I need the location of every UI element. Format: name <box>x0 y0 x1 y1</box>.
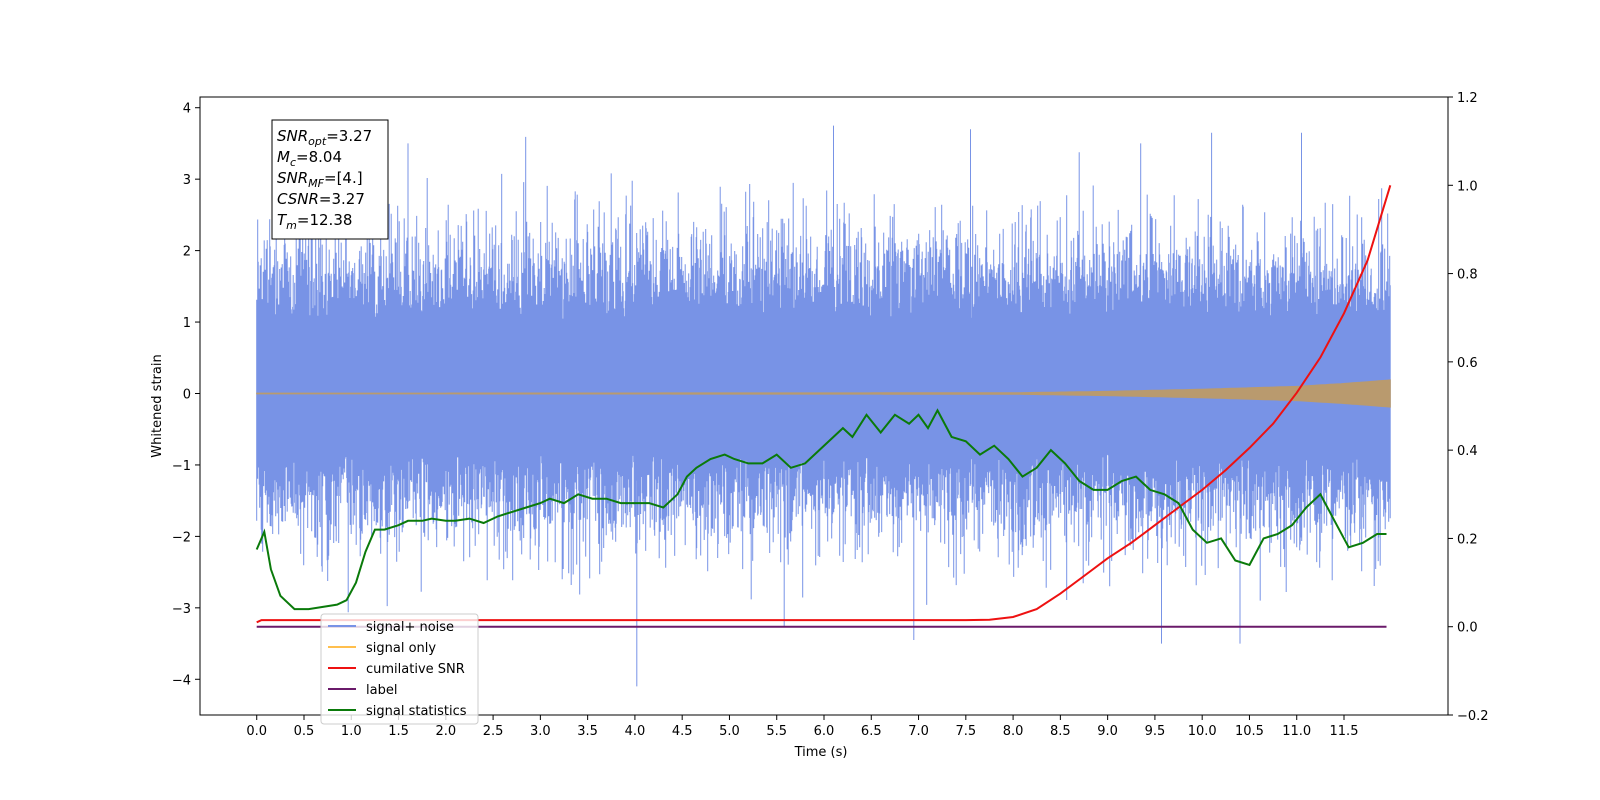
y-tick-label: 3 <box>183 173 191 188</box>
x-tick-label: 5.5 <box>766 724 787 739</box>
x-tick-label: 4.0 <box>625 724 646 739</box>
y-right-tick-label: −0.2 <box>1457 709 1489 724</box>
x-tick-label: 11.0 <box>1282 724 1311 739</box>
x-axis: 0.0 0.5 1.0 1.5 2.0 2.5 3.0 3.5 4.0 4.5 5.0 5.5 6.0 6… <box>246 715 1358 739</box>
legend-label: label <box>366 683 397 698</box>
annotation-subscript: m <box>286 219 297 232</box>
annotation-value: =3.27 <box>319 190 365 208</box>
annotation-symbol: CSNR <box>277 190 319 208</box>
x-tick-label: 9.5 <box>1145 724 1166 739</box>
stats-annotation-box: SNRopt=3.27Mc=8.04SNRMF=[4.]CSNR=3.27Tm=… <box>271 119 389 240</box>
y-tick-label: −2 <box>172 530 191 545</box>
y-right-tick-label: 0.6 <box>1457 356 1478 371</box>
annotation-value: =3.27 <box>326 127 372 145</box>
x-tick-label: 8.0 <box>1003 724 1024 739</box>
annotation-symbol: M <box>277 148 290 166</box>
x-tick-label: 0.0 <box>246 724 267 739</box>
x-tick-label: 9.0 <box>1097 724 1118 739</box>
x-tick-label: 8.5 <box>1050 724 1071 739</box>
y-right-tick-label: 0.4 <box>1457 444 1478 459</box>
legend-label: signal+ noise <box>366 620 454 635</box>
y-tick-label: −1 <box>172 459 191 474</box>
y-tick-label: 0 <box>183 387 191 402</box>
x-tick-label: 10.5 <box>1235 724 1264 739</box>
x-tick-label: 0.5 <box>294 724 315 739</box>
annotation-subscript: opt <box>308 135 327 148</box>
annotation-subscript: c <box>290 156 296 169</box>
annotation-line: SNRMF=[4.] <box>277 169 363 190</box>
x-tick-label: 2.5 <box>483 724 504 739</box>
y-right-tick-label: 0.0 <box>1457 621 1478 636</box>
annotation-value: =[4.] <box>324 169 363 187</box>
annotation-value: =8.04 <box>296 148 342 166</box>
y-right-tick-label: 0.2 <box>1457 532 1478 547</box>
x-tick-label: 7.0 <box>908 724 929 739</box>
y-right-tick-label: 1.0 <box>1457 179 1478 194</box>
annotation-line: Mc=8.04 <box>277 148 342 169</box>
y-tick-label: −4 <box>172 673 191 688</box>
y-right-tick-label: 1.2 <box>1457 91 1478 106</box>
annotation-symbol: SNR <box>277 169 308 187</box>
x-tick-label: 4.5 <box>672 724 693 739</box>
annotation-symbol: T <box>277 211 288 229</box>
y-axis-title: Whitened strain <box>150 354 165 457</box>
legend-frame <box>320 613 479 725</box>
x-tick-label: 5.0 <box>719 724 740 739</box>
y-tick-label: 1 <box>183 316 191 331</box>
y-right-tick-label: 0.8 <box>1457 268 1478 283</box>
legend-label: cumilative SNR <box>366 662 465 677</box>
x-tick-label: 7.5 <box>955 724 976 739</box>
x-tick-label: 11.5 <box>1330 724 1359 739</box>
plot-area <box>255 125 1392 687</box>
x-tick-label: 6.5 <box>861 724 882 739</box>
series-signal-only <box>256 379 1391 408</box>
annotation-value: =12.38 <box>297 211 353 229</box>
series-signal-noise <box>256 125 1391 687</box>
annotation-line: SNRopt=3.27 <box>277 127 372 148</box>
legend-label: signal only <box>366 641 436 656</box>
legend: signal+ noise signal only cumilative SNR la… <box>320 613 479 725</box>
annotation-line: CSNR=3.27 <box>277 190 365 208</box>
series-cumilative-snr <box>256 185 1392 624</box>
y-tick-label: 4 <box>183 102 191 117</box>
x-tick-label: 1.5 <box>388 724 409 739</box>
x-tick-label: 1.0 <box>341 724 362 739</box>
x-tick-label: 2.0 <box>435 724 456 739</box>
y-axis-left: −4 −3 −2 −1 0 1 2 3 4 <box>172 102 200 688</box>
annotation-symbol: SNR <box>277 127 308 145</box>
series-signal-statistics <box>255 408 1387 611</box>
x-tick-label: 6.0 <box>814 724 835 739</box>
legend-label: signal statistics <box>366 704 467 719</box>
y-tick-label: −3 <box>172 602 191 617</box>
x-tick-label: 10.0 <box>1188 724 1217 739</box>
y-axis-right: −0.2 0.0 0.2 0.4 0.6 0.8 1.0 1.2 <box>1448 91 1489 724</box>
annotation-frame <box>271 119 389 240</box>
annotation-subscript: MF <box>308 177 324 190</box>
x-tick-label: 3.0 <box>530 724 551 739</box>
y-tick-label: 2 <box>183 245 191 260</box>
x-tick-label: 3.5 <box>577 724 598 739</box>
annotation-line: Tm=12.38 <box>277 211 352 232</box>
x-axis-title: Time (s) <box>794 745 848 760</box>
